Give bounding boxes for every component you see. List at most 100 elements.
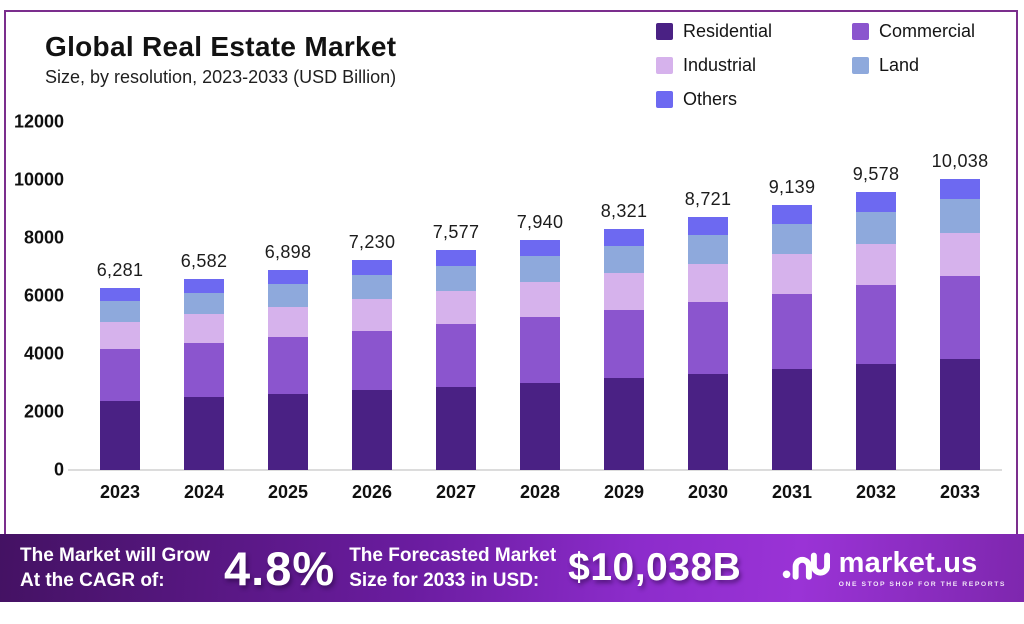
bar-segment-commercial [940, 276, 980, 360]
bar-segment-residential [268, 394, 308, 470]
bar-segment-land [268, 284, 308, 307]
marketus-logo-textblock: market.us ONE STOP SHOP FOR THE REPORTS [838, 546, 1006, 588]
legend-label: Industrial [683, 55, 757, 75]
bar-segment-residential [604, 378, 644, 470]
y-axis-tick: 0 [53, 459, 64, 480]
cagr-label: The Market will Grow At the CAGR of: [20, 543, 210, 593]
legend-label: Commercial [879, 21, 976, 41]
marketus-logo-tagline: ONE STOP SHOP FOR THE REPORTS [838, 580, 1006, 588]
bar-segment-industrial [100, 321, 140, 349]
bar-segment-industrial [940, 232, 980, 277]
bar-segment-industrial [352, 299, 392, 331]
forecast-label-line2: Size for 2033 in USD: [349, 570, 540, 591]
bar-stack [520, 239, 560, 470]
bar-stack [184, 279, 224, 470]
x-axis-label: 2023 [99, 482, 141, 502]
x-axis-label: 2024 [183, 482, 225, 502]
bar-total-label: 7,940 [516, 211, 564, 232]
bar-segment-land [184, 292, 224, 315]
bar-segment-commercial [436, 323, 476, 387]
chart-frame [4, 10, 1018, 534]
bar-segment-industrial [184, 314, 224, 344]
y-axis-tick: 8000 [23, 227, 64, 248]
x-axis-label: 2032 [855, 482, 897, 502]
bar-stack [688, 217, 728, 470]
y-axis-tick: 2000 [23, 401, 64, 422]
bar-segment-industrial [520, 282, 560, 317]
bar-segment-others [772, 205, 812, 224]
legend-swatch [656, 91, 673, 108]
y-axis-tick: 10000 [13, 169, 64, 190]
cagr-label-line1: The Market will Grow [20, 544, 211, 566]
plot-area: 6,281 6,582 6,898 7,230 7,577 7,940 8,321 8,721… [78, 122, 1002, 470]
bar-segment-industrial [436, 290, 476, 324]
bar-segment-industrial [772, 254, 812, 294]
bar-stack [100, 287, 140, 470]
title-block: Global Real Estate Market Size, by resol… [45, 30, 396, 88]
bar-segment-residential [688, 373, 728, 470]
legend-item: Commercial [852, 21, 1008, 42]
bar-2031: 9,139 [750, 122, 834, 470]
x-axis-label: 2025 [267, 482, 309, 502]
bar-2024: 6,582 [162, 122, 246, 470]
page-title: Global Real Estate Market [45, 31, 397, 62]
marketus-logo: market.us ONE STOP SHOP FOR THE REPORTS [782, 546, 1006, 588]
bar-segment-others [688, 217, 728, 235]
bar-segment-commercial [352, 330, 392, 391]
bar-segment-others [268, 270, 308, 285]
bar-2028: 7,940 [498, 122, 582, 470]
bar-total-label: 9,139 [768, 177, 816, 198]
bar-segment-others [352, 260, 392, 276]
legend-label: Land [879, 55, 920, 75]
bar-segment-others [856, 192, 896, 212]
bar-segment-commercial [856, 285, 896, 365]
bar-segment-others [940, 178, 980, 200]
bar-segment-commercial [772, 293, 812, 370]
legend-swatch [852, 23, 869, 40]
legend-label: Residential [683, 21, 773, 41]
marketus-logo-icon [782, 550, 830, 587]
bar-segment-commercial [520, 316, 560, 383]
y-axis-tick: 12000 [13, 111, 64, 132]
legend-label: Others [683, 89, 738, 109]
forecast-label-line1: The Forecasted Market [349, 544, 557, 566]
bar-segment-land [940, 199, 980, 233]
bar-segment-commercial [184, 343, 224, 398]
x-axis-labels: 2023 2024 2025 2026 2027 2028 2029 2030 2031 2032… [78, 482, 1002, 503]
bar-segment-residential [520, 382, 560, 470]
bar-segment-commercial [604, 309, 644, 379]
bar-segment-land [604, 245, 644, 274]
bar-segment-land [772, 223, 812, 255]
bar-total-label: 7,230 [348, 232, 396, 253]
cagr-label-line2: At the CAGR of: [20, 570, 165, 591]
bar-segment-others [520, 239, 560, 256]
legend-item: Others [656, 89, 852, 110]
bar-segment-others [604, 228, 644, 246]
bar-total-label: 9,578 [852, 164, 900, 185]
bar-segment-industrial [268, 307, 308, 337]
x-axis-label: 2033 [939, 482, 981, 502]
bar-total-label: 6,582 [180, 251, 228, 272]
bar-segment-commercial [268, 337, 308, 394]
footer-banner: The Market will Grow At the CAGR of: 4.8… [0, 534, 1024, 602]
bar-segment-residential [940, 359, 980, 470]
bar-segment-residential [352, 390, 392, 470]
bar-segment-commercial [688, 301, 728, 374]
x-axis-label: 2031 [771, 482, 813, 502]
bar-total-label: 6,898 [264, 242, 312, 263]
bar-segment-industrial [688, 263, 728, 302]
bar-2032: 9,578 [834, 122, 918, 470]
bar-2033: 10,038 [918, 122, 1002, 470]
legend-swatch [656, 57, 673, 74]
marketus-logo-text: market.us [838, 546, 978, 579]
y-axis-tick: 6000 [23, 285, 64, 306]
bar-segment-residential [856, 364, 896, 470]
legend-item: Industrial [656, 55, 852, 76]
cagr-value: 4.8% [224, 541, 336, 595]
bar-stack [436, 250, 476, 470]
bar-segment-industrial [604, 273, 644, 310]
x-axis-label: 2027 [435, 482, 477, 502]
bar-segment-residential [184, 397, 224, 470]
bar-segment-land [436, 265, 476, 291]
x-axis-label: 2029 [603, 482, 645, 502]
